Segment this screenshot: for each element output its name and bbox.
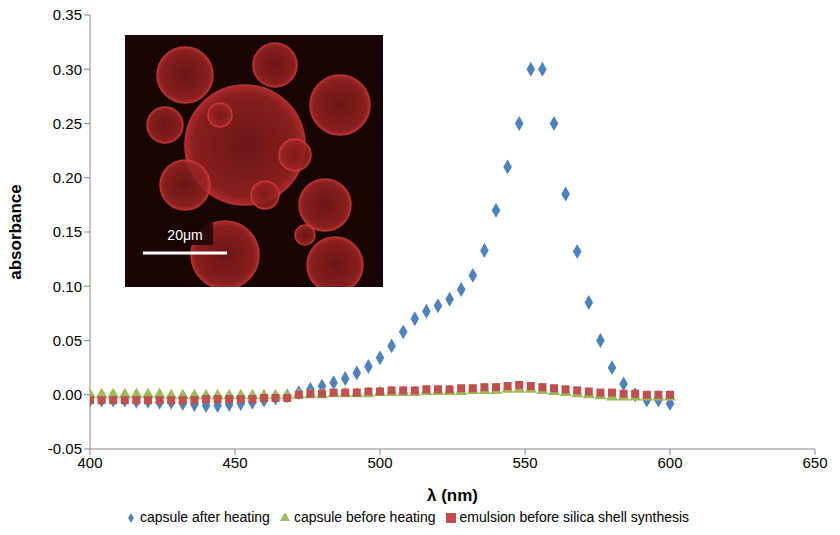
svg-text:20μm: 20μm <box>167 227 202 243</box>
svg-text:0.30: 0.30 <box>53 61 82 78</box>
svg-text:-0.05: -0.05 <box>48 440 82 457</box>
svg-text:0.20: 0.20 <box>53 169 82 186</box>
svg-text:0.05: 0.05 <box>53 332 82 349</box>
svg-text:600: 600 <box>657 454 682 471</box>
svg-text:0.25: 0.25 <box>53 115 82 132</box>
svg-text:550: 550 <box>512 454 537 471</box>
html-text:capsule before heating: capsule before heating <box>293 509 436 525</box>
svg-text:0.15: 0.15 <box>53 223 82 240</box>
svg-text:0.00: 0.00 <box>53 386 82 403</box>
svg-text:400: 400 <box>77 453 103 471</box>
svg-text:500: 500 <box>367 454 392 471</box>
svg-text:650: 650 <box>802 454 827 471</box>
svg-text:450: 450 <box>222 454 247 471</box>
svg-text:0.35: 0.35 <box>53 6 82 23</box>
svg-text:absorbance: absorbance <box>6 184 25 279</box>
html-text:emulsion before silica shell s: emulsion before silica shell synthesis <box>459 509 690 525</box>
html-text:capsule after heating: capsule after heating <box>139 509 270 525</box>
svg-text:0.10: 0.10 <box>53 278 82 295</box>
svg-text:λ (nm): λ (nm) <box>427 486 478 505</box>
